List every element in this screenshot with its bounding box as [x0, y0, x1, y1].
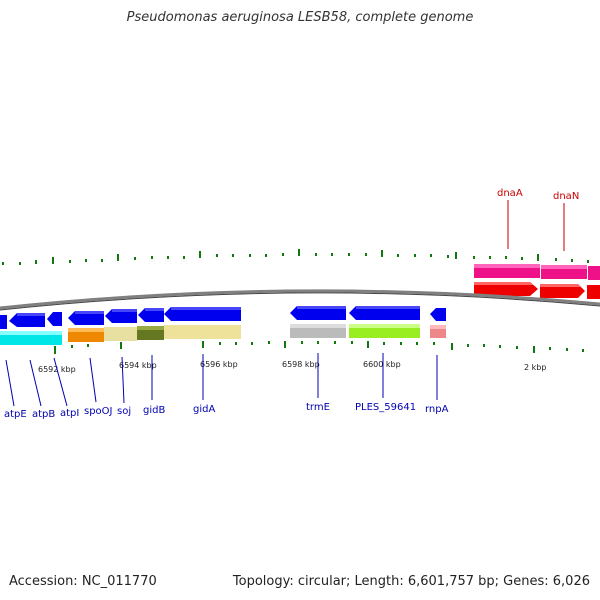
gene-arrow-blue — [290, 306, 346, 320]
gene-label-soj: soj — [117, 406, 131, 417]
upper-gene-track — [474, 264, 600, 299]
gene-arrow-blue — [68, 311, 104, 325]
gene-label-trmE: trmE — [306, 402, 330, 413]
gene-label-gidA: gidA — [193, 404, 215, 415]
gene-label-gidB: gidB — [143, 405, 165, 416]
gene-label-rnpA: rnpA — [425, 404, 449, 415]
gene-arrow-blue — [430, 308, 446, 321]
gene-arrow-dnaN — [540, 284, 585, 298]
genome-backbone — [0, 289, 600, 310]
gene-label-dnaN: dnaN — [553, 191, 579, 202]
lower-gene-arrows — [0, 306, 446, 329]
gene-arrow-dnaA — [474, 282, 538, 296]
gene-label-spoOJ: spoOJ — [84, 406, 113, 417]
scale-label: 6600 kbp — [363, 360, 401, 369]
map-title: Pseudomonas aeruginosa LESB58, complete … — [126, 10, 474, 25]
gene-label-atpB: atpB — [32, 409, 55, 420]
gene-arrow-blue — [105, 309, 137, 323]
accession-text: Accession: NC_011770 — [9, 574, 157, 589]
upper-tick-marks — [2, 249, 589, 265]
category-blocks — [0, 324, 446, 345]
gene-block-magenta — [588, 266, 600, 280]
lower-tick-marks — [54, 341, 584, 354]
scale-label: 2 kbp — [524, 363, 546, 372]
scale-label: 6596 kbp — [200, 360, 238, 369]
gene-arrow-red — [587, 285, 600, 299]
scale-label: 6594 kbp — [119, 361, 157, 370]
gene-arrow-blue — [0, 315, 7, 329]
topology-text: Topology: circular; Length: 6,601,757 bp… — [232, 574, 590, 589]
scale-label: 6598 kbp — [282, 360, 320, 369]
gene-label-PLES_59641: PLES_59641 — [355, 402, 416, 413]
gene-label-atpE: atpE — [4, 409, 27, 420]
gene-arrow-blue — [47, 312, 62, 326]
gene-label-atpI: atpI — [60, 408, 79, 419]
gene-arrow-blue — [349, 306, 420, 320]
gene-leader-lines — [5, 353, 438, 407]
gene-label-dnaA: dnaA — [497, 188, 523, 199]
gene-arrow-blue — [9, 313, 45, 327]
gene-arrow-blue — [164, 307, 241, 321]
gene-arrow-blue — [138, 308, 164, 322]
